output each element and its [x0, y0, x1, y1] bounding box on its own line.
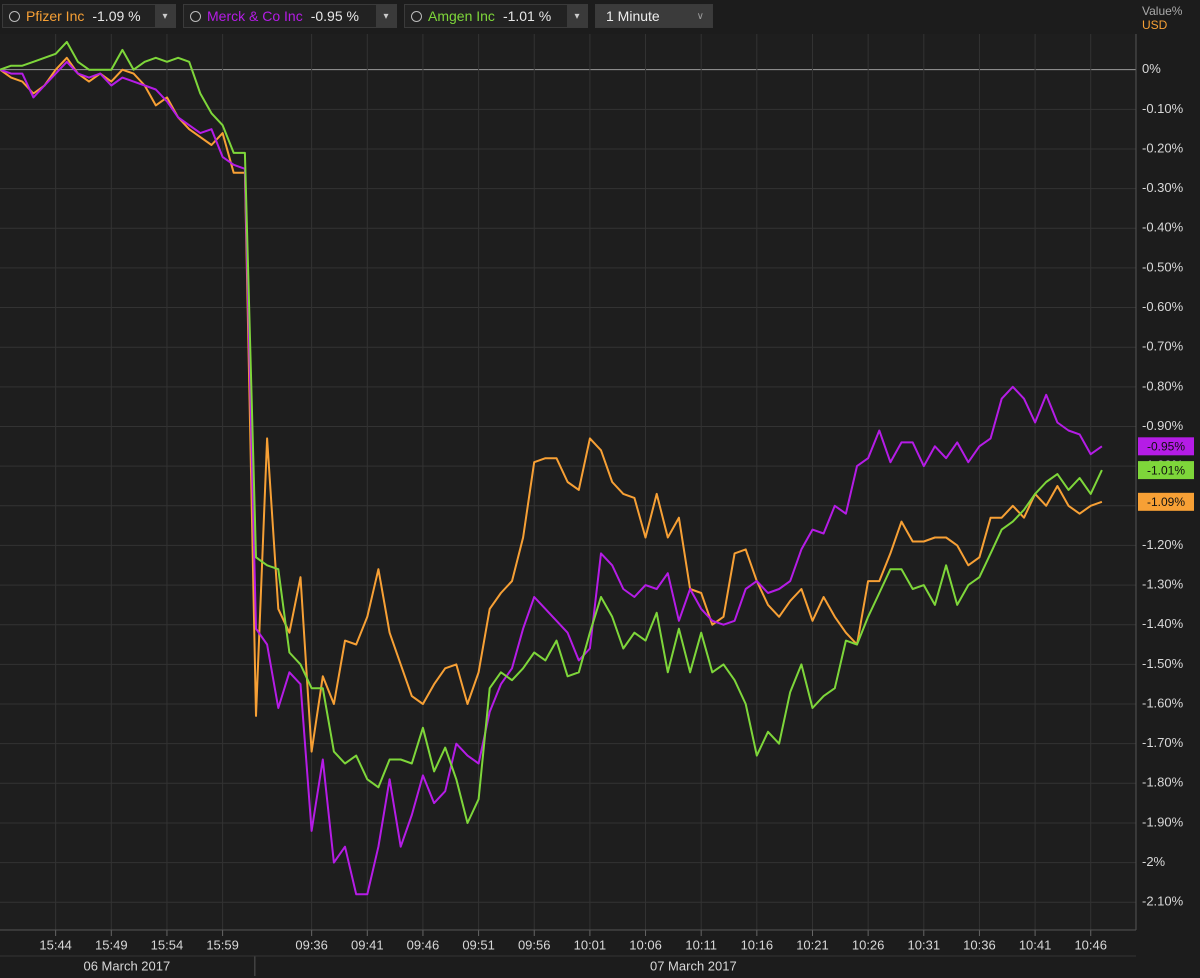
- series-line: [0, 60, 1103, 896]
- end-label-box: [1138, 492, 1194, 511]
- x-tick-label: 10:16: [741, 937, 774, 952]
- series-name: Pfizer Inc: [26, 8, 85, 24]
- x-tick-label: 10:41: [1019, 937, 1052, 952]
- x-tick-label: 15:54: [151, 937, 184, 952]
- x-tick-label: 10:36: [963, 937, 996, 952]
- y-tick-label: -0.40%: [1142, 220, 1184, 235]
- clock-icon: [9, 10, 20, 22]
- end-label: -1.01%: [1147, 463, 1185, 477]
- axis-title: Value%: [1142, 4, 1183, 18]
- y-tick-label: -0.30%: [1142, 180, 1184, 195]
- dropdown-button[interactable]: ▾: [155, 5, 175, 27]
- series-name: Merck & Co Inc: [207, 8, 303, 24]
- y-tick-label: -1.30%: [1142, 577, 1184, 592]
- x-tick-label: 15:59: [206, 937, 239, 952]
- series-change: -1.09 %: [92, 8, 141, 24]
- y-tick-label: -0.60%: [1142, 299, 1184, 314]
- y-tick-label: -1.50%: [1142, 656, 1184, 671]
- x-tick-label: 10:46: [1074, 937, 1107, 952]
- dropdown-button[interactable]: ▾: [567, 5, 587, 27]
- x-tick-label: 15:49: [95, 937, 128, 952]
- clock-icon: [190, 10, 201, 22]
- x-tick-label: 10:06: [629, 937, 662, 952]
- series-selector[interactable]: Pfizer Inc -1.09 % ▾: [2, 4, 176, 28]
- y-tick-label: -1.40%: [1142, 616, 1184, 631]
- x-tick-label: 10:31: [908, 937, 941, 952]
- clock-icon: [411, 10, 422, 22]
- y-tick-label: -0.50%: [1142, 259, 1184, 274]
- series-change: -1.01 %: [502, 8, 552, 24]
- y-tick-label: -1.20%: [1142, 537, 1184, 552]
- y-tick-label: -1.90%: [1142, 814, 1184, 829]
- x-tick-label: 15:44: [39, 937, 72, 952]
- y-tick-label: -0.20%: [1142, 140, 1184, 155]
- x-tick-label: 10:26: [852, 937, 885, 952]
- x-tick-label: 09:41: [351, 937, 384, 952]
- series-line: [0, 40, 1103, 824]
- y-tick-label: -2.10%: [1142, 894, 1184, 909]
- series-line: [0, 56, 1103, 753]
- x-tick-label: 09:56: [518, 937, 551, 952]
- currency: USD: [1142, 18, 1168, 32]
- series-selector[interactable]: Merck & Co Inc -0.95 % ▾: [183, 4, 397, 28]
- y-tick-label: -1.80%: [1142, 775, 1184, 790]
- y-tick-label: 0%: [1142, 61, 1161, 76]
- dropdown-button[interactable]: ▾: [376, 5, 396, 27]
- day-label: 06 March 2017: [83, 958, 170, 973]
- y-tick-label: -1.60%: [1142, 695, 1184, 710]
- interval-label: 1 Minute: [606, 8, 660, 24]
- y-tick-label: -2%: [1142, 854, 1166, 869]
- day-label: 07 March 2017: [650, 958, 737, 973]
- series-selector[interactable]: Amgen Inc -1.01 % ▾: [404, 4, 588, 28]
- end-label-box: [1138, 437, 1194, 456]
- y-tick-label: -1.70%: [1142, 735, 1184, 750]
- end-label: -1.09%: [1147, 495, 1185, 509]
- y-tick-label: -0.10%: [1142, 101, 1184, 116]
- series-change: -0.95 %: [310, 8, 359, 24]
- y-tick-label: -0.70%: [1142, 339, 1184, 354]
- x-tick-label: 09:46: [407, 937, 440, 952]
- x-tick-label: 09:36: [295, 937, 328, 952]
- header: Pfizer Inc -1.09 % ▾ Merck & Co Inc -0.95 % ▾…: [0, 0, 1200, 34]
- dropdown-arrow: ∨: [696, 10, 704, 22]
- y-tick-label: -0.90%: [1142, 418, 1184, 433]
- x-tick-label: 09:51: [462, 937, 495, 952]
- x-tick-label: 10:01: [574, 937, 607, 952]
- interval-selector[interactable]: 1 Minute ∨: [595, 4, 713, 28]
- end-label-box: [1138, 461, 1194, 480]
- end-label: -0.95%: [1147, 439, 1185, 453]
- series-name: Amgen Inc: [428, 8, 495, 24]
- y-tick-label: -0.80%: [1142, 378, 1184, 393]
- x-tick-label: 10:21: [796, 937, 829, 952]
- x-tick-label: 10:11: [685, 937, 717, 952]
